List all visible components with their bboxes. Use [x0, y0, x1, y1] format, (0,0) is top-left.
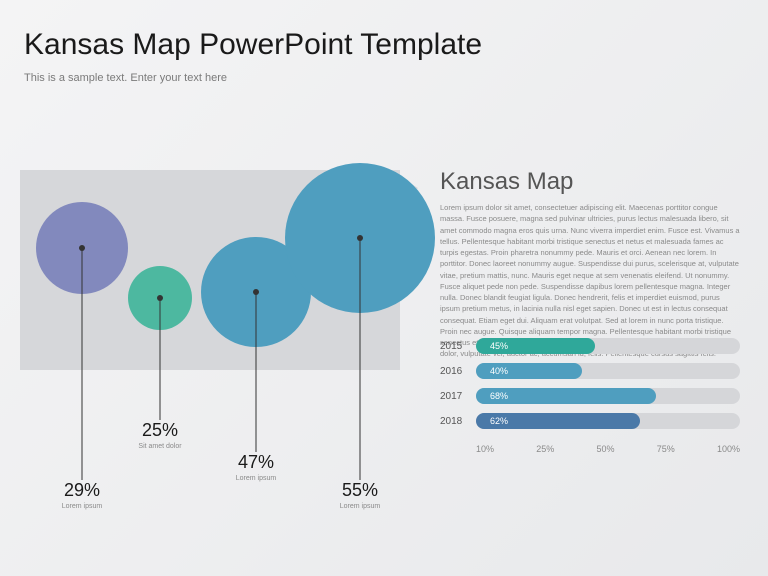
- right-title: Kansas Map: [440, 168, 573, 196]
- bubble-caption: Lorem ipsum: [62, 503, 102, 510]
- bubble-caption: Lorem ipsum: [236, 475, 276, 482]
- pin-line: [82, 248, 83, 480]
- bubble-pct: 29%: [62, 480, 102, 501]
- bar-fill: 62%: [476, 413, 640, 429]
- bar-row: 2018 62%: [440, 413, 740, 429]
- bar-row: 2016 40%: [440, 363, 740, 379]
- bar-value-label: 68%: [490, 391, 508, 401]
- bar-track: 40%: [476, 363, 740, 379]
- bubble-pct: 47%: [236, 452, 276, 473]
- axis-tick: 75%: [657, 444, 675, 454]
- bar-chart-axis: 10% 25% 50% 75% 100%: [476, 444, 740, 454]
- bar-track: 62%: [476, 413, 740, 429]
- bubble-pct: 55%: [340, 480, 380, 501]
- pin-line: [256, 292, 257, 452]
- axis-tick: 25%: [536, 444, 554, 454]
- bubble-label: 55% Lorem ipsum: [340, 480, 380, 510]
- bar-row: 2015 45%: [440, 338, 740, 354]
- bar-track: 68%: [476, 388, 740, 404]
- bar-row: 2017 68%: [440, 388, 740, 404]
- bubble-pct: 25%: [138, 420, 181, 441]
- bar-fill: 45%: [476, 338, 595, 354]
- bubble-label: 47% Lorem ipsum: [236, 452, 276, 482]
- right-body-text: Lorem ipsum dolor sit amet, consectetuer…: [440, 202, 740, 360]
- bar-year: 2016: [440, 366, 476, 377]
- bar-fill: 68%: [476, 388, 656, 404]
- bar-year: 2015: [440, 341, 476, 352]
- page-title: Kansas Map PowerPoint Template: [24, 28, 482, 62]
- bubble-caption: Sit amet dolor: [138, 443, 181, 450]
- bubble-label: 29% Lorem ipsum: [62, 480, 102, 510]
- bubble-caption: Lorem ipsum: [340, 503, 380, 510]
- bar-value-label: 62%: [490, 416, 508, 426]
- bar-year: 2017: [440, 391, 476, 402]
- page-subtitle: This is a sample text. Enter your text h…: [24, 72, 227, 84]
- axis-tick: 100%: [717, 444, 740, 454]
- bar-fill: 40%: [476, 363, 582, 379]
- bar-track: 45%: [476, 338, 740, 354]
- axis-tick: 50%: [596, 444, 614, 454]
- bubble-label: 25% Sit amet dolor: [138, 420, 181, 450]
- pin-line: [160, 298, 161, 420]
- bar-chart: 2015 45% 2016 40% 2017 68% 2018 62%: [440, 338, 740, 438]
- axis-tick: 10%: [476, 444, 494, 454]
- bar-year: 2018: [440, 416, 476, 427]
- pin-line: [360, 238, 361, 480]
- bar-value-label: 45%: [490, 341, 508, 351]
- bar-value-label: 40%: [490, 366, 508, 376]
